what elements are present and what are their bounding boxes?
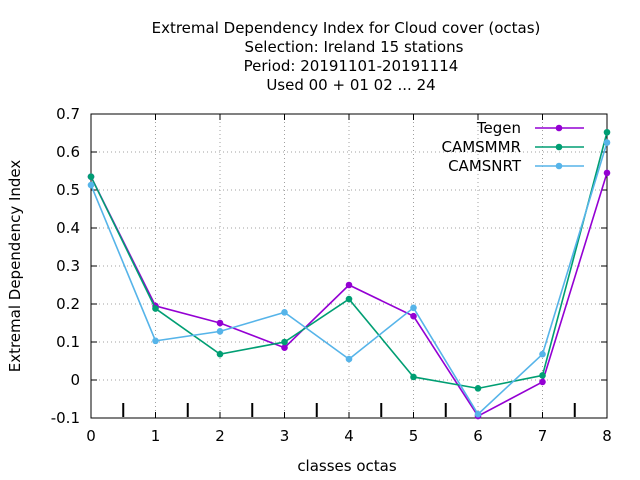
chart-title: Extremal Dependency Index for Cloud cove… bbox=[152, 19, 541, 94]
y-tick-labels: -0.1 0 0.1 0.2 0.3 0.4 0.5 0.6 0.7 bbox=[51, 105, 80, 427]
title-line-4: Used 00 + 01 02 ... 24 bbox=[266, 76, 435, 94]
x-tick-label: 5 bbox=[409, 427, 419, 445]
y-tick-label: -0.1 bbox=[51, 409, 80, 427]
data-point bbox=[539, 378, 546, 386]
x-axis-label: classes octas bbox=[297, 457, 397, 475]
y-tick-label: 0.3 bbox=[56, 257, 80, 275]
y-tick-label: 0 bbox=[70, 371, 80, 389]
data-point bbox=[603, 128, 611, 136]
data-point bbox=[474, 410, 482, 418]
data-point bbox=[345, 355, 353, 363]
data-point bbox=[474, 385, 482, 392]
y-tick-label: 0.1 bbox=[56, 333, 80, 351]
y-tick-label: 0.4 bbox=[56, 219, 80, 237]
data-point bbox=[216, 319, 224, 327]
y-tick-label: 0.2 bbox=[56, 295, 80, 313]
grid-lines bbox=[91, 114, 607, 418]
legend-label: CAMSMMR bbox=[441, 138, 521, 156]
data-point bbox=[152, 337, 159, 345]
y-tick-label: 0.6 bbox=[56, 143, 80, 161]
data-point bbox=[152, 305, 159, 312]
y-tick-label: 0.5 bbox=[56, 181, 80, 199]
data-point bbox=[87, 181, 95, 189]
series-camsmmr bbox=[87, 128, 611, 392]
title-line-3: Period: 20191101-20191114 bbox=[244, 57, 459, 75]
data-point bbox=[281, 309, 288, 316]
y-axis-label: Extremal Dependency Index bbox=[6, 160, 24, 373]
series-group bbox=[87, 128, 611, 420]
legend-label: CAMSNRT bbox=[448, 157, 522, 175]
x-tick-label: 7 bbox=[538, 427, 548, 445]
legend-marker bbox=[555, 162, 563, 170]
title-line-1: Extremal Dependency Index for Cloud cove… bbox=[152, 19, 541, 37]
data-point bbox=[281, 338, 288, 346]
data-point bbox=[539, 372, 546, 379]
y-tick-label: 0.7 bbox=[56, 105, 80, 123]
x-tick-label: 0 bbox=[86, 427, 96, 445]
data-point bbox=[281, 344, 288, 352]
data-point bbox=[410, 373, 417, 381]
data-point bbox=[345, 281, 353, 289]
x-tick-label: 1 bbox=[151, 427, 161, 445]
data-point bbox=[603, 169, 611, 177]
title-line-2: Selection: Ireland 15 stations bbox=[245, 38, 464, 56]
data-point bbox=[539, 350, 546, 358]
data-point bbox=[87, 173, 95, 180]
data-point bbox=[410, 312, 417, 320]
data-point bbox=[345, 295, 353, 303]
x-tick-label: 3 bbox=[280, 427, 290, 445]
x-tick-label: 6 bbox=[473, 427, 483, 445]
data-point bbox=[216, 328, 224, 335]
axis-ticks bbox=[90, 113, 608, 419]
series-camsnrt bbox=[87, 139, 611, 418]
data-point bbox=[603, 139, 611, 146]
x-tick-label: 8 bbox=[602, 427, 612, 445]
data-point bbox=[216, 350, 224, 358]
x-tick-label: 4 bbox=[344, 427, 354, 445]
x-tick-label: 2 bbox=[215, 427, 225, 445]
data-point bbox=[410, 304, 417, 312]
legend-label: Tegen bbox=[476, 119, 521, 137]
legend-marker bbox=[555, 143, 563, 151]
x-tick-labels: 0 1 2 3 4 5 6 7 8 bbox=[86, 427, 612, 445]
legend-marker bbox=[555, 124, 563, 132]
